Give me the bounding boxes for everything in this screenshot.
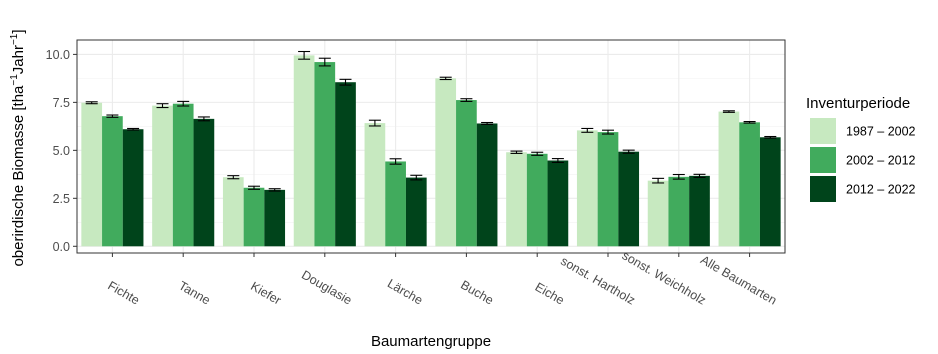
y-tick-label: 5.0 (53, 144, 70, 158)
legend-swatch (810, 176, 836, 202)
y-axis-title-main: oberirdische Biomasse [tha (10, 85, 27, 267)
bar (102, 116, 123, 247)
bar (152, 105, 173, 247)
bar (364, 123, 386, 247)
bar (222, 177, 244, 247)
bar (264, 189, 286, 247)
bar (456, 100, 477, 247)
legend-label: 1987 – 2002 (846, 125, 916, 139)
y-axis: 0.0 2.5 5.0 7.5 10.0 (46, 48, 77, 254)
x-axis-title: Baumartengruppe (371, 333, 491, 350)
error-bars (85, 50, 777, 192)
bar (718, 111, 740, 247)
bar (476, 123, 498, 247)
bars (81, 55, 781, 247)
x-tick-label: Lärche (385, 276, 425, 307)
legend-label: 2002 – 2012 (846, 154, 916, 168)
legend-swatch (810, 147, 836, 173)
y-tick-label: 10.0 (46, 48, 70, 62)
x-tick-label: Alle Baumarten (698, 253, 779, 308)
legend-swatch (810, 118, 836, 144)
x-tick-label: Eiche (533, 280, 567, 308)
y-tick-label: 2.5 (53, 192, 70, 206)
bar (385, 161, 406, 247)
bar (435, 78, 457, 247)
legend-title: Inventurperiode (806, 95, 910, 112)
bar (739, 122, 760, 247)
x-tick-label: Douglasie (299, 268, 354, 308)
x-axis: Fichte Tanne Kiefer Douglasie Lärche Buche Eic… (105, 248, 779, 307)
bar (526, 153, 548, 247)
y-tick-label: 7.5 (53, 96, 70, 110)
bar (668, 176, 690, 247)
legend-items: 1987 – 2002 2002 – 2012 2012 – 2022 (810, 118, 916, 202)
bar (243, 187, 265, 247)
y-axis-title-sup2: −1 (9, 33, 20, 45)
y-axis-title: oberirdische Biomasse [tha−1Jahr−1] (9, 29, 27, 266)
bar (618, 151, 640, 247)
bar (576, 130, 598, 247)
bar (405, 177, 427, 247)
bar (81, 102, 103, 247)
x-tick-label: Buche (458, 278, 496, 308)
x-tick-label: Tanne (176, 278, 213, 307)
bar (647, 180, 669, 247)
y-axis-title-mid: Jahr (10, 45, 27, 74)
bar (122, 129, 144, 247)
bar (293, 55, 315, 247)
bar (314, 62, 336, 247)
bar (506, 152, 527, 247)
bar (597, 132, 619, 247)
y-axis-title-end: ] (10, 29, 27, 33)
bar (547, 160, 569, 247)
x-tick-label: Kiefer (248, 279, 283, 307)
bar (689, 175, 710, 247)
legend: Inventurperiode 1987 – 2002 2002 – 2012 20… (806, 95, 916, 202)
legend-label: 2012 – 2022 (846, 183, 916, 197)
bar (759, 137, 781, 247)
y-axis-title-sup1: −1 (9, 74, 20, 86)
bar (172, 103, 194, 247)
bar (193, 118, 215, 247)
y-tick-label: 0.0 (53, 240, 70, 254)
panel-border (76, 39, 786, 254)
x-tick-label: Fichte (105, 278, 142, 307)
bar (335, 82, 356, 247)
